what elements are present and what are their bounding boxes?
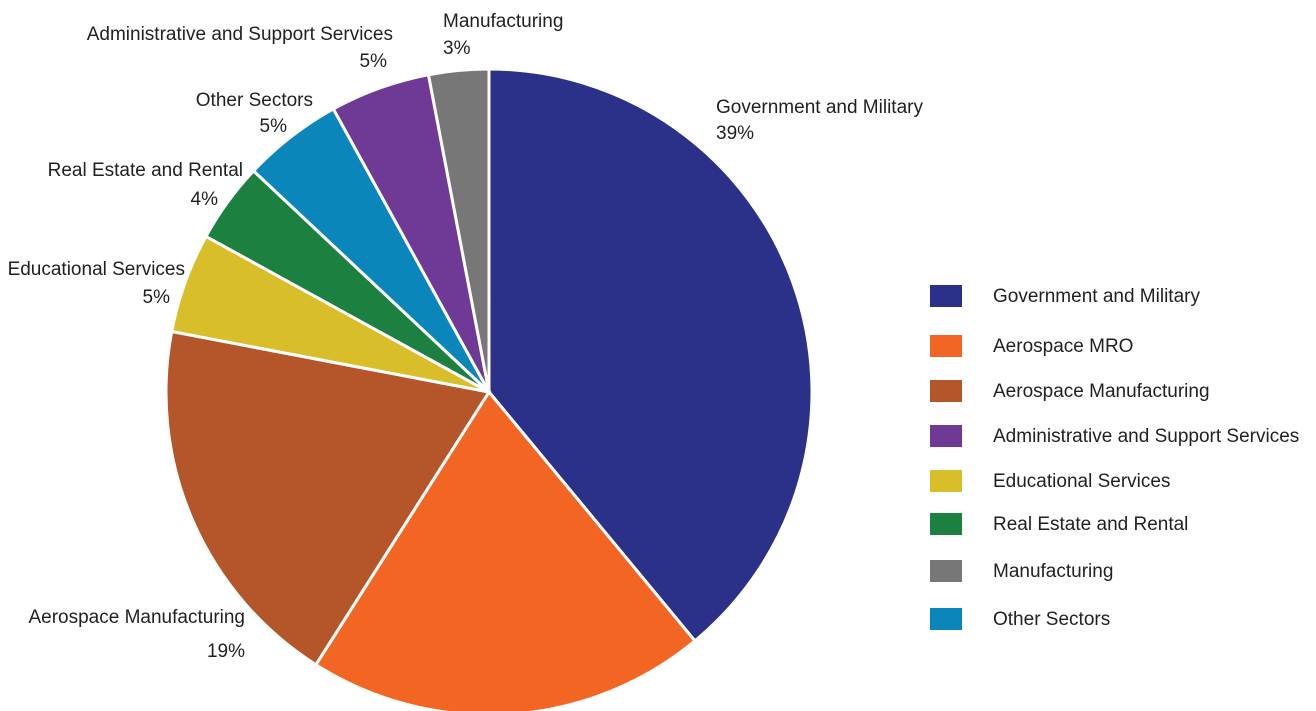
- legend-label: Other Sectors: [993, 609, 1110, 630]
- legend-swatch: [930, 470, 962, 492]
- slice-value-label: 3%: [443, 38, 471, 59]
- slice-value-label: 5%: [360, 51, 388, 72]
- pie-slice: [313, 389, 698, 711]
- legend-swatch: [930, 335, 962, 357]
- legend-label: Manufacturing: [993, 561, 1113, 582]
- legend-swatch: [930, 380, 962, 402]
- pie-slice: [426, 67, 491, 393]
- legend-label: Government and Military: [993, 286, 1200, 307]
- slice-value-label: 5%: [260, 116, 288, 137]
- slice-value-label: 5%: [143, 287, 171, 308]
- legend-swatch: [930, 513, 962, 535]
- slice-value-label: 39%: [716, 123, 754, 144]
- legend-swatch: [930, 425, 962, 447]
- slice-value-label: 19%: [207, 641, 245, 662]
- slice-label: Manufacturing: [443, 11, 563, 32]
- slice-label: Government and Military: [716, 97, 923, 118]
- legend-swatch: [930, 608, 962, 630]
- legend-label: Real Estate and Rental: [993, 514, 1188, 535]
- slice-label: Administrative and Support Services: [87, 24, 393, 45]
- slice-label: Aerospace Manufacturing: [28, 607, 245, 628]
- legend-label: Educational Services: [993, 471, 1170, 492]
- slice-label: Other Sectors: [196, 90, 313, 111]
- pie-slice: [164, 329, 492, 667]
- slice-label: Educational Services: [8, 259, 185, 280]
- slice-label: Real Estate and Rental: [48, 160, 243, 181]
- legend-label: Administrative and Support Services: [993, 426, 1299, 447]
- slice-value-label: 4%: [191, 189, 219, 210]
- legend-swatch: [930, 560, 962, 582]
- legend-swatch: [930, 285, 962, 307]
- pie-slice: [487, 67, 814, 643]
- legend-label: Aerospace MRO: [993, 336, 1133, 357]
- legend-label: Aerospace Manufacturing: [993, 381, 1210, 402]
